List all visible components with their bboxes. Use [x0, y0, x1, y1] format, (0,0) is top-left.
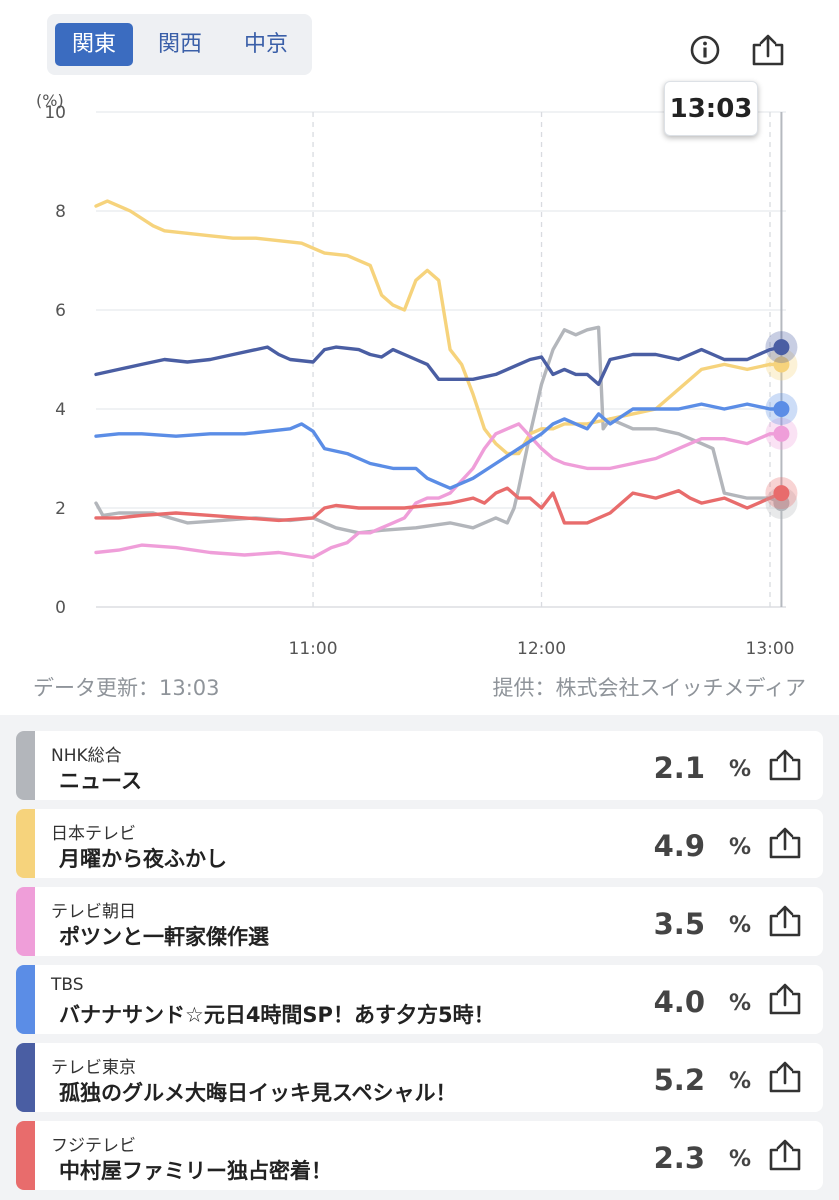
share-icon[interactable]: [767, 1059, 803, 1095]
x-tick-label: 11:00: [289, 639, 338, 659]
tab-kanto[interactable]: 関東: [55, 23, 133, 66]
tab-kansai[interactable]: 関西: [157, 32, 202, 57]
channel-color-bar: [16, 1043, 35, 1112]
program-title: 孤独のグルメ大晦日イッキ見スペシャル！: [59, 1081, 457, 1105]
share-icon[interactable]: [767, 1137, 803, 1173]
program-title: ニュース: [59, 769, 142, 793]
time-tooltip: 13:03: [664, 81, 758, 136]
rating-value: 4.0: [653, 985, 705, 1019]
channel-color-bar: [16, 965, 35, 1034]
rating-value: 2.1: [653, 751, 705, 785]
share-icon[interactable]: [750, 32, 786, 68]
rating-value: 2.3: [653, 1141, 705, 1175]
rating-unit: %: [728, 757, 751, 782]
program-card[interactable]: NHK総合ニュース 2.1%: [16, 731, 823, 800]
series-line: [94, 422, 784, 560]
series-end-point: [773, 425, 790, 442]
rating-unit: %: [728, 913, 751, 938]
share-icon[interactable]: [767, 825, 803, 861]
info-icon[interactable]: [687, 32, 723, 68]
series-end-point: [773, 401, 790, 417]
channel-name: NHK総合: [51, 746, 122, 766]
rating-value: 5.2: [653, 1063, 705, 1097]
program-card[interactable]: テレビ東京孤独のグルメ大晦日イッキ見スペシャル！ 5.2%: [16, 1043, 823, 1112]
rating-unit: %: [728, 1147, 751, 1172]
y-tick-label: 10: [44, 103, 66, 123]
channel-name: テレビ東京: [51, 1058, 136, 1078]
y-axis-unit: (%): [36, 91, 64, 110]
rating-unit: %: [728, 1069, 751, 1094]
series-end-point: [773, 485, 790, 502]
program-title: ポツンと一軒家傑作選: [59, 925, 269, 949]
y-tick-label: 6: [55, 301, 66, 321]
series-end-point: [773, 356, 790, 373]
channel-name: TBS: [51, 975, 84, 995]
x-tick-label: 12:00: [517, 639, 566, 659]
program-card[interactable]: 日本テレビ月曜から夜ふかし 4.9%: [16, 809, 823, 878]
ratings-chart[interactable]: (%) 0 2 4 6 8 10 11:00 12:00 13:00: [0, 85, 839, 670]
series-line: [94, 402, 784, 490]
y-tick-label: 0: [55, 598, 66, 618]
program-card[interactable]: フジテレビ中村屋ファミリー独占密着！ 2.3%: [16, 1121, 823, 1190]
channel-name: 日本テレビ: [51, 824, 136, 844]
series-end-point: [773, 339, 790, 356]
program-title: 中村屋ファミリー独占密着！: [59, 1159, 332, 1183]
series-line: [94, 486, 784, 525]
provider-text: 提供：株式会社スイッチメディア: [492, 676, 806, 700]
tab-chukyo[interactable]: 中京: [243, 32, 288, 57]
rating-value: 3.5: [653, 907, 705, 941]
channel-color-bar: [16, 1121, 35, 1190]
share-icon[interactable]: [767, 981, 803, 1017]
share-icon[interactable]: [767, 903, 803, 939]
channel-color-bar: [16, 887, 35, 956]
program-card[interactable]: TBS バナナサンド☆元日4時間SP！あす夕方5時！ 4.0%: [16, 965, 823, 1034]
y-tick-label: 8: [55, 202, 66, 222]
channel-name: フジテレビ: [51, 1136, 136, 1156]
rating-value: 4.9: [653, 829, 705, 863]
rating-unit: %: [728, 991, 751, 1016]
channel-name: テレビ朝日: [51, 902, 136, 922]
program-title: 月曜から夜ふかし: [59, 847, 227, 871]
program-title: バナナサンド☆元日4時間SP！あす夕方5時！: [59, 1003, 495, 1027]
share-icon[interactable]: [767, 747, 803, 783]
series-line: [94, 199, 784, 456]
x-tick-label: 13:00: [746, 639, 795, 659]
channel-color-bar: [16, 731, 35, 800]
region-tabs: 関東 関西 中京: [47, 14, 312, 75]
program-card[interactable]: テレビ朝日ポツンと一軒家傑作選 3.5%: [16, 887, 823, 956]
rating-unit: %: [728, 835, 751, 860]
data-updated-text: データ更新：13:03: [33, 676, 220, 700]
y-tick-label: 4: [55, 400, 66, 420]
series-line: [94, 345, 784, 386]
y-tick-label: 2: [55, 499, 66, 519]
channel-color-bar: [16, 809, 35, 878]
